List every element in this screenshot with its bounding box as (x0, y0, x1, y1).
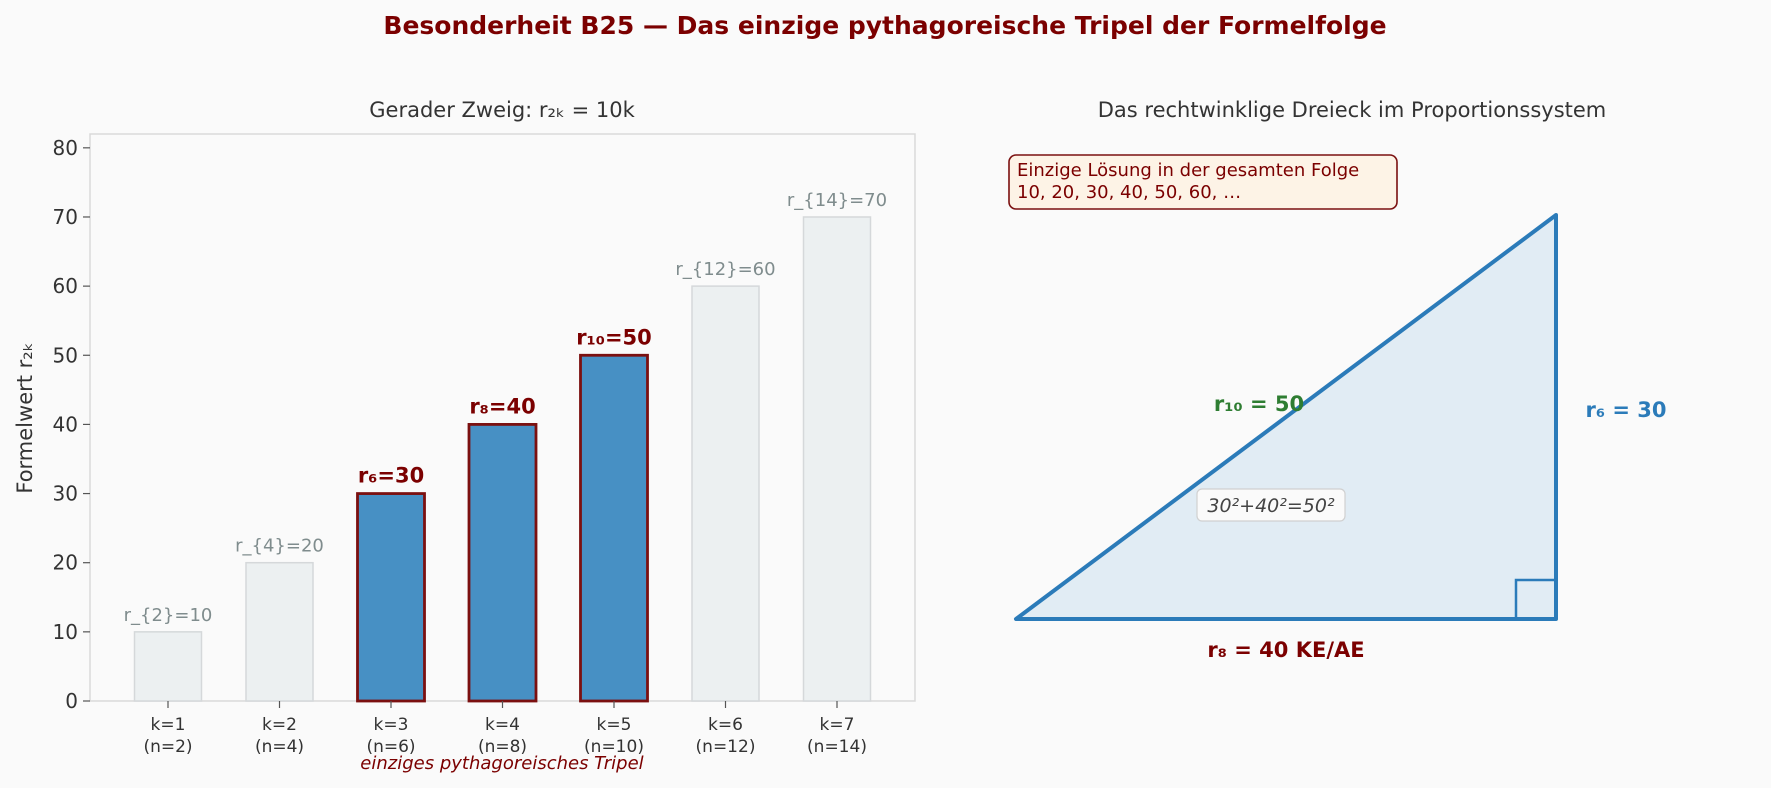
bar (245, 561, 314, 702)
bar-label: r₆=30 (358, 464, 424, 488)
x-tick-label: k=3 (n=6) (366, 715, 415, 757)
bar-label: r_{4}=20 (235, 536, 324, 557)
bar (133, 631, 203, 702)
bar-label: r_{14}=70 (787, 190, 887, 211)
bar-chart: Gerader Zweig: r₂ₖ = 10k 0 10 20 30 40 50 60 70… (13, 98, 916, 774)
figure-title: Besonderheit B25 — Das einzige pythagore… (383, 11, 1386, 40)
note-line-1: Einzige Lösung in der gesamten Folge (1017, 160, 1359, 181)
y-tick-label: 60 (53, 274, 78, 298)
x-tick-label: k=2 (n=4) (255, 715, 304, 757)
bar (467, 423, 538, 703)
x-axis: k=1 (n=2) k=2 (n=4) k=3 (n=6) k=4 (n=8) k=5 (n=10… (143, 701, 867, 757)
y-tick-label: 80 (53, 136, 78, 160)
y-axis-label: Formelwert r₂ₖ (13, 342, 37, 493)
right-angle-marker (1514, 578, 1556, 619)
bar-label: r₈=40 (469, 394, 535, 418)
bar-label: r_{2}=10 (124, 605, 213, 626)
x-tick-label: k=7 (n=14) (807, 715, 867, 757)
triangle-title: Das rechtwinklige Dreieck im Proportions… (1098, 98, 1607, 122)
triangle-diagram: Das rechtwinklige Dreieck im Proportions… (1008, 98, 1667, 662)
bar-chart-title: Gerader Zweig: r₂ₖ = 10k (369, 98, 635, 122)
note-box (1008, 154, 1398, 210)
height-label: r₆ = 30 (1586, 398, 1667, 422)
bars: r_{2}=10 r_{4}=20 r₆=30 r₈=40 r₁₀=50 r_{12}=6… (124, 190, 887, 703)
equation-label: 30²+40²=50² (1207, 495, 1335, 517)
x-tick-label: k=1 (n=2) (143, 715, 192, 757)
x-tick-label: k=6 (n=12) (696, 715, 756, 757)
bar (691, 285, 760, 702)
bar (802, 216, 872, 702)
equation-box (1196, 488, 1346, 522)
bar (356, 492, 426, 703)
y-tick-label: 50 (53, 343, 78, 367)
bar (579, 353, 649, 703)
y-tick-label: 40 (53, 412, 78, 436)
hypotenuse-label: r₁₀ = 50 (1214, 392, 1304, 416)
x-tick-label: k=4 (n=8) (478, 715, 527, 757)
y-tick-label: 0 (65, 689, 78, 713)
y-tick-label: 70 (53, 205, 78, 229)
y-tick-label: 20 (53, 551, 78, 575)
y-tick-label: 30 (53, 482, 78, 506)
right-triangle (1014, 213, 1558, 621)
note-line-2: 10, 20, 30, 40, 50, 60, … (1017, 182, 1241, 203)
y-tick-label: 10 (53, 620, 78, 644)
bar-label: r_{12}=60 (675, 259, 775, 280)
bar-label: r₁₀=50 (576, 325, 652, 349)
highlight-note: einziges pythagoreisches Tripel (360, 753, 643, 774)
x-tick-label: k=5 (n=10) (584, 715, 644, 757)
base-label: r₈ = 40 KE/AE (1207, 638, 1364, 662)
y-axis: 0 10 20 30 40 50 60 70 80 (53, 136, 90, 713)
